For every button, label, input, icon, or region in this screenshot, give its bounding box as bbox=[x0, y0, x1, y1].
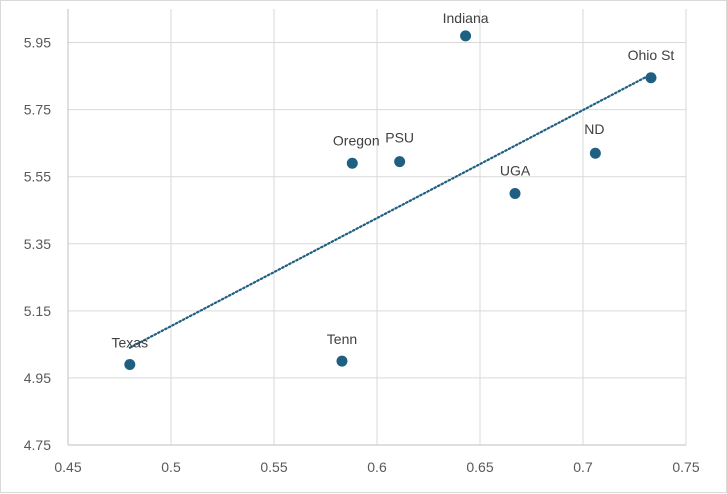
y-tick-label: 5.95 bbox=[24, 35, 51, 51]
y-tick-label: 5.35 bbox=[24, 236, 51, 252]
data-label: Texas bbox=[112, 335, 149, 351]
data-point bbox=[645, 72, 657, 84]
data-point bbox=[336, 355, 348, 367]
gridlines bbox=[68, 9, 687, 445]
x-tick-label: 0.6 bbox=[367, 459, 387, 475]
data-point bbox=[346, 157, 358, 169]
y-tick-label: 4.95 bbox=[24, 370, 51, 386]
y-tick-label: 5.75 bbox=[24, 102, 51, 118]
x-tick-label: 0.5 bbox=[161, 459, 181, 475]
data-label: Indiana bbox=[443, 10, 489, 26]
data-label: PSU bbox=[385, 130, 414, 146]
data-labels: Texas Tenn Oregon PSU Indiana UGA ND Ohio St bbox=[112, 10, 675, 351]
y-tick-label: 4.75 bbox=[24, 437, 51, 453]
data-label: Tenn bbox=[327, 331, 357, 347]
tick-labels: 0.45 0.5 0.55 0.6 0.65 0.7 0.75 4.75 4.95 5.15 5.3… bbox=[24, 35, 700, 475]
linear-trendline bbox=[128, 73, 653, 349]
x-tick-label: 0.7 bbox=[573, 459, 593, 475]
data-label: ND bbox=[584, 121, 604, 137]
data-label: UGA bbox=[500, 162, 531, 178]
x-tick-label: 0.45 bbox=[54, 459, 81, 475]
data-point bbox=[124, 359, 136, 371]
x-tick-label: 0.75 bbox=[672, 459, 699, 475]
data-point bbox=[394, 156, 406, 168]
data-label: Oregon bbox=[333, 132, 380, 148]
x-tick-label: 0.55 bbox=[260, 459, 287, 475]
data-points bbox=[124, 30, 657, 371]
y-tick-label: 5.55 bbox=[24, 169, 51, 185]
trendline-group bbox=[128, 73, 653, 349]
data-label: Ohio St bbox=[628, 47, 675, 63]
data-point bbox=[509, 187, 521, 199]
axes bbox=[67, 9, 686, 446]
data-point bbox=[589, 147, 601, 159]
y-tick-label: 5.15 bbox=[24, 303, 51, 319]
x-tick-label: 0.65 bbox=[466, 459, 493, 475]
data-point bbox=[460, 30, 472, 42]
